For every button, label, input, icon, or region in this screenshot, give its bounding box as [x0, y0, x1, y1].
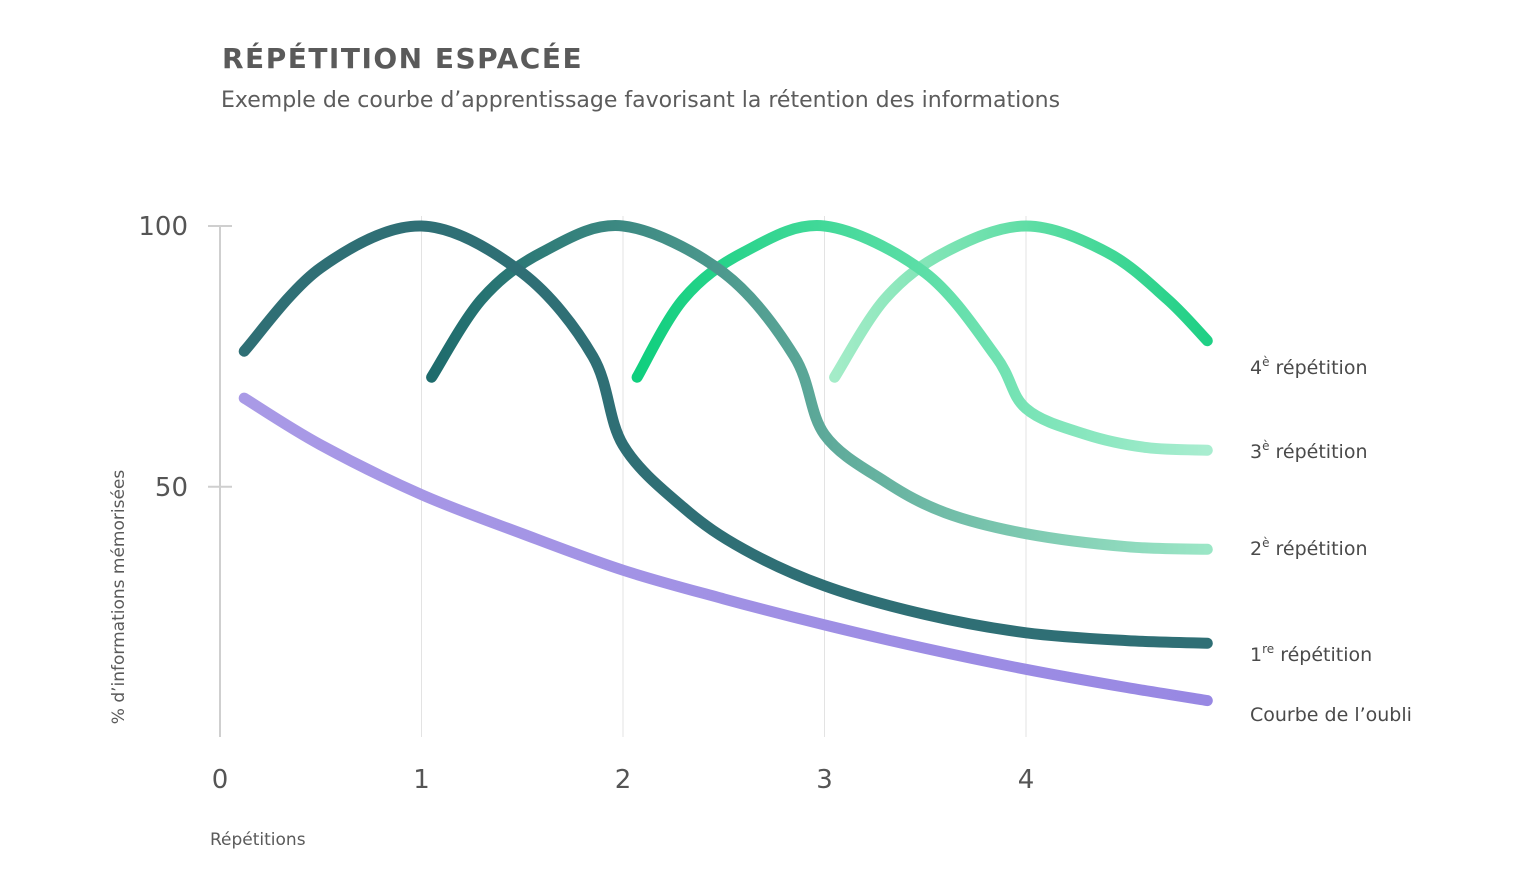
- series-label-4: Courbe de l’oubli: [1250, 704, 1412, 726]
- series-label-1: 3è répétition: [1250, 439, 1367, 463]
- series-line-4: [829, 220, 1213, 383]
- x-axis-label: Répétitions: [210, 830, 306, 850]
- y-tick-label-50: 50: [155, 473, 188, 503]
- x-tick-label-4: 4: [1018, 765, 1035, 795]
- series-line-2: [426, 220, 1213, 555]
- vertical-gridlines: [421, 216, 1027, 737]
- x-tick-label-3: 3: [816, 765, 833, 795]
- axes: 50 100 0 1 2 3 4: [138, 212, 1034, 795]
- series-lines: [238, 220, 1213, 707]
- chart-subtitle: Exemple de courbe d’apprentissage favori…: [221, 88, 1060, 113]
- x-tick-label-2: 2: [615, 765, 632, 795]
- series-line-0: [238, 392, 1213, 707]
- series-label-3: 1re répétition: [1250, 642, 1372, 666]
- series-label-0: 4è répétition: [1250, 355, 1367, 379]
- series-label-2: 2è répétition: [1250, 536, 1367, 560]
- series-labels: 4è répétition 3è répétition 2è répétition 1…: [1250, 355, 1412, 726]
- y-tick-label-100: 100: [138, 212, 188, 242]
- x-tick-label-1: 1: [413, 765, 430, 795]
- x-tick-label-0: 0: [212, 765, 229, 795]
- y-axis-label: % d’informations mémorisées: [109, 470, 129, 725]
- chart-title: RÉPÉTITION ESPACÉE: [222, 41, 583, 75]
- series-line-3: [631, 220, 1213, 456]
- series-line-1: [238, 220, 1213, 649]
